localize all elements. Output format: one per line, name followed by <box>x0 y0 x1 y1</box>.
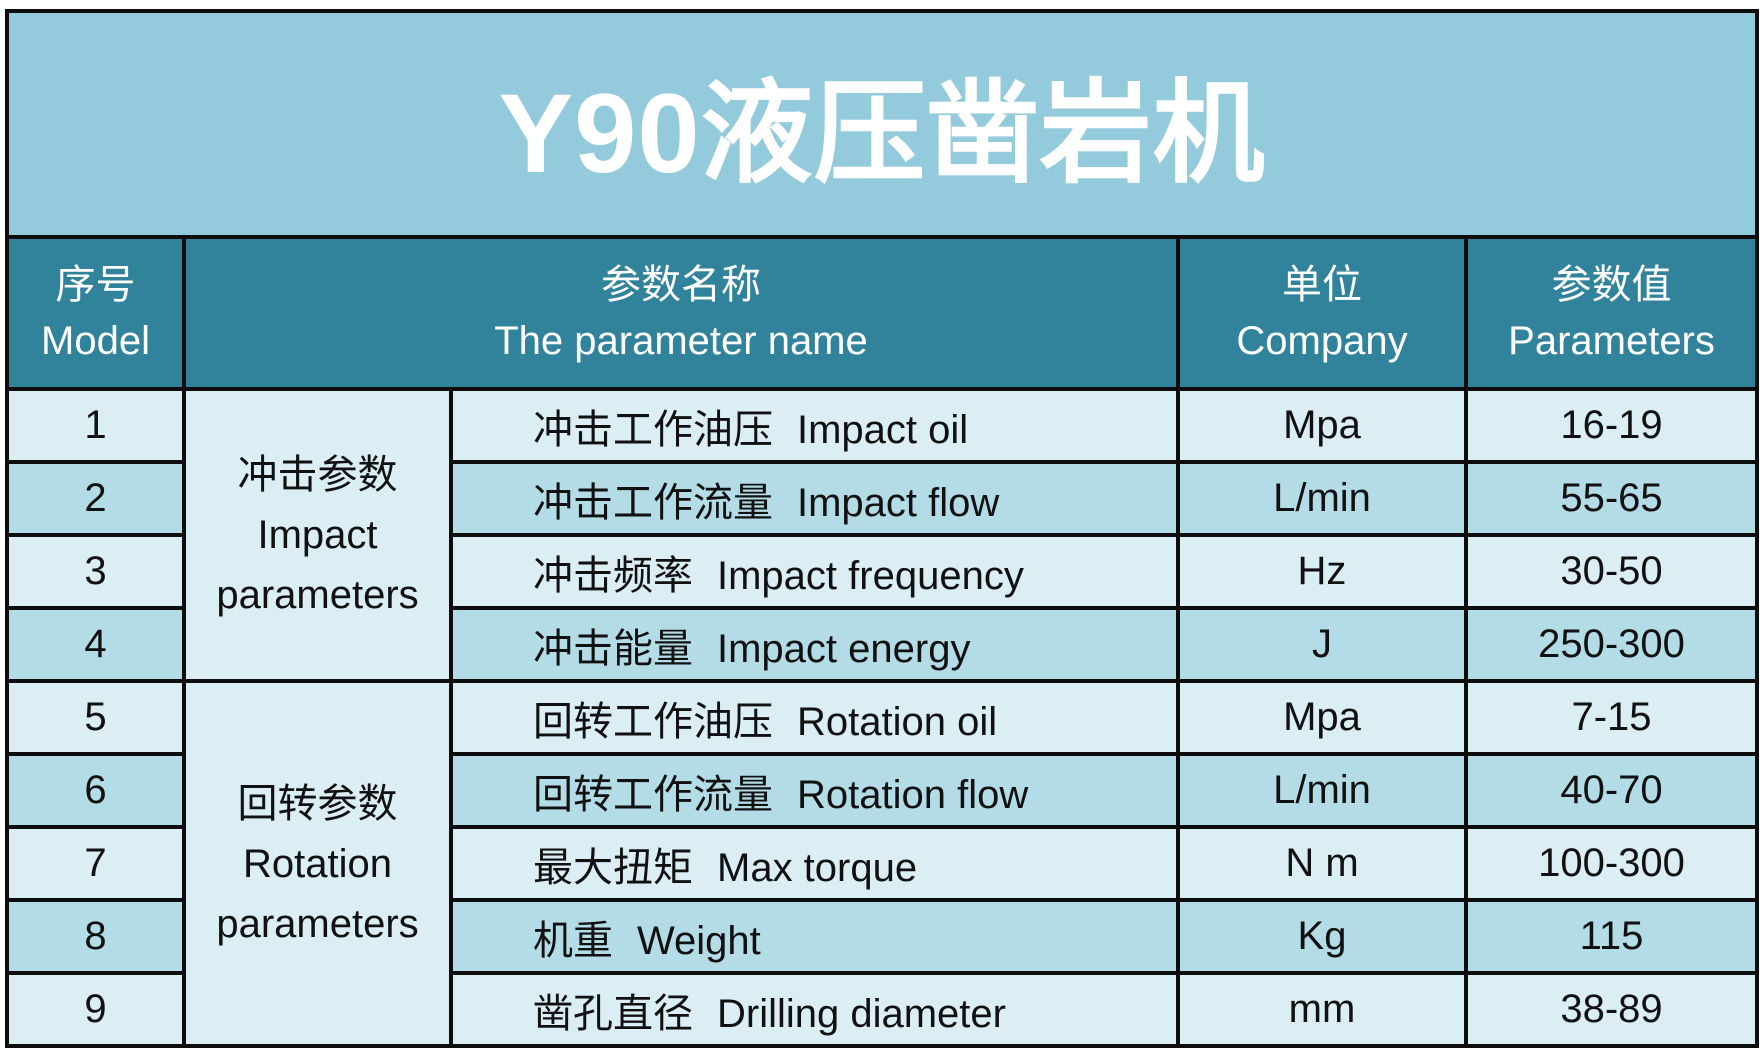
parameter-name: 凿孔直径 Drilling diameter <box>449 971 1180 1048</box>
row-number: 4 <box>5 606 186 683</box>
table-row: 6 回转工作流量 Rotation flow L/min 40-70 <box>5 752 1760 829</box>
group-label: 冲击参数 Impact parameters <box>182 387 453 683</box>
unit: L/min <box>1176 460 1468 537</box>
parameter-name: 机重 Weight <box>449 898 1180 975</box>
table-row: 8 机重 Weight Kg 115 <box>5 898 1760 975</box>
header-parameter-name: 参数名称 The parameter name <box>182 235 1180 391</box>
row-number: 2 <box>5 460 186 537</box>
unit: Kg <box>1176 898 1468 975</box>
value: 55-65 <box>1463 460 1760 537</box>
row-number: 8 <box>5 898 186 975</box>
table-row: 1 冲击参数 Impact parameters 冲击工作油压 Impact oil Mpa… <box>5 387 1760 683</box>
spec-table-frame: Y90液压凿岩机 序号 Model 参数名称 The parameter name … <box>4 9 1760 1048</box>
row-number: 9 <box>5 971 186 1048</box>
table-row: 4 冲击能量 Impact energy J 250-300 <box>5 606 1760 683</box>
row-number: 7 <box>5 825 186 902</box>
value: 38-89 <box>1463 971 1760 1048</box>
unit: L/min <box>1176 752 1468 829</box>
parameter-name: 冲击能量 Impact energy <box>449 606 1180 683</box>
row-number: 5 <box>5 679 186 756</box>
unit: J <box>1176 606 1468 683</box>
unit: Hz <box>1176 533 1468 610</box>
parameter-name: 回转工作流量 Rotation flow <box>449 752 1180 829</box>
parameter-name: 回转工作油压 Rotation oil <box>449 679 1180 756</box>
value: 7-15 <box>1463 679 1760 756</box>
value: 16-19 <box>1463 387 1760 464</box>
table-row: 2 冲击工作流量 Impact flow L/min 55-65 <box>5 460 1760 537</box>
value: 40-70 <box>1463 752 1760 829</box>
header-row: 序号 Model 参数名称 The parameter name 单位 Company… <box>5 235 1760 391</box>
header-model: 序号 Model <box>5 235 186 391</box>
parameter-name: 冲击工作流量 Impact flow <box>449 460 1180 537</box>
table-row: 3 冲击频率 Impact frequency Hz 30-50 <box>5 533 1760 610</box>
spec-table: Y90液压凿岩机 序号 Model 参数名称 The parameter name … <box>4 9 1760 1048</box>
row-number: 1 <box>5 387 186 464</box>
value: 100-300 <box>1463 825 1760 902</box>
unit: N m <box>1176 825 1468 902</box>
parameter-name: 最大扭矩 Max torque <box>449 825 1180 902</box>
table-row: 7 最大扭矩 Max torque N m 100-300 <box>5 825 1760 902</box>
header-unit: 单位 Company <box>1176 235 1468 391</box>
group-label: 回转参数 Rotation parameters <box>182 679 453 1048</box>
value: 30-50 <box>1463 533 1760 610</box>
unit: mm <box>1176 971 1468 1048</box>
row-number: 6 <box>5 752 186 829</box>
value: 115 <box>1463 898 1760 975</box>
table-row: 5 回转参数 Rotation parameters 回转工作油压 Rotation oi… <box>5 679 1760 1048</box>
unit: Mpa <box>1176 387 1468 464</box>
unit: Mpa <box>1176 679 1468 756</box>
header-value: 参数值 Parameters <box>1463 235 1760 391</box>
value: 250-300 <box>1463 606 1760 683</box>
page-title: Y90液压凿岩机 <box>4 9 1760 239</box>
row-number: 3 <box>5 533 186 610</box>
parameter-name: 冲击频率 Impact frequency <box>449 533 1180 610</box>
parameter-name: 冲击工作油压 Impact oil <box>449 387 1180 464</box>
